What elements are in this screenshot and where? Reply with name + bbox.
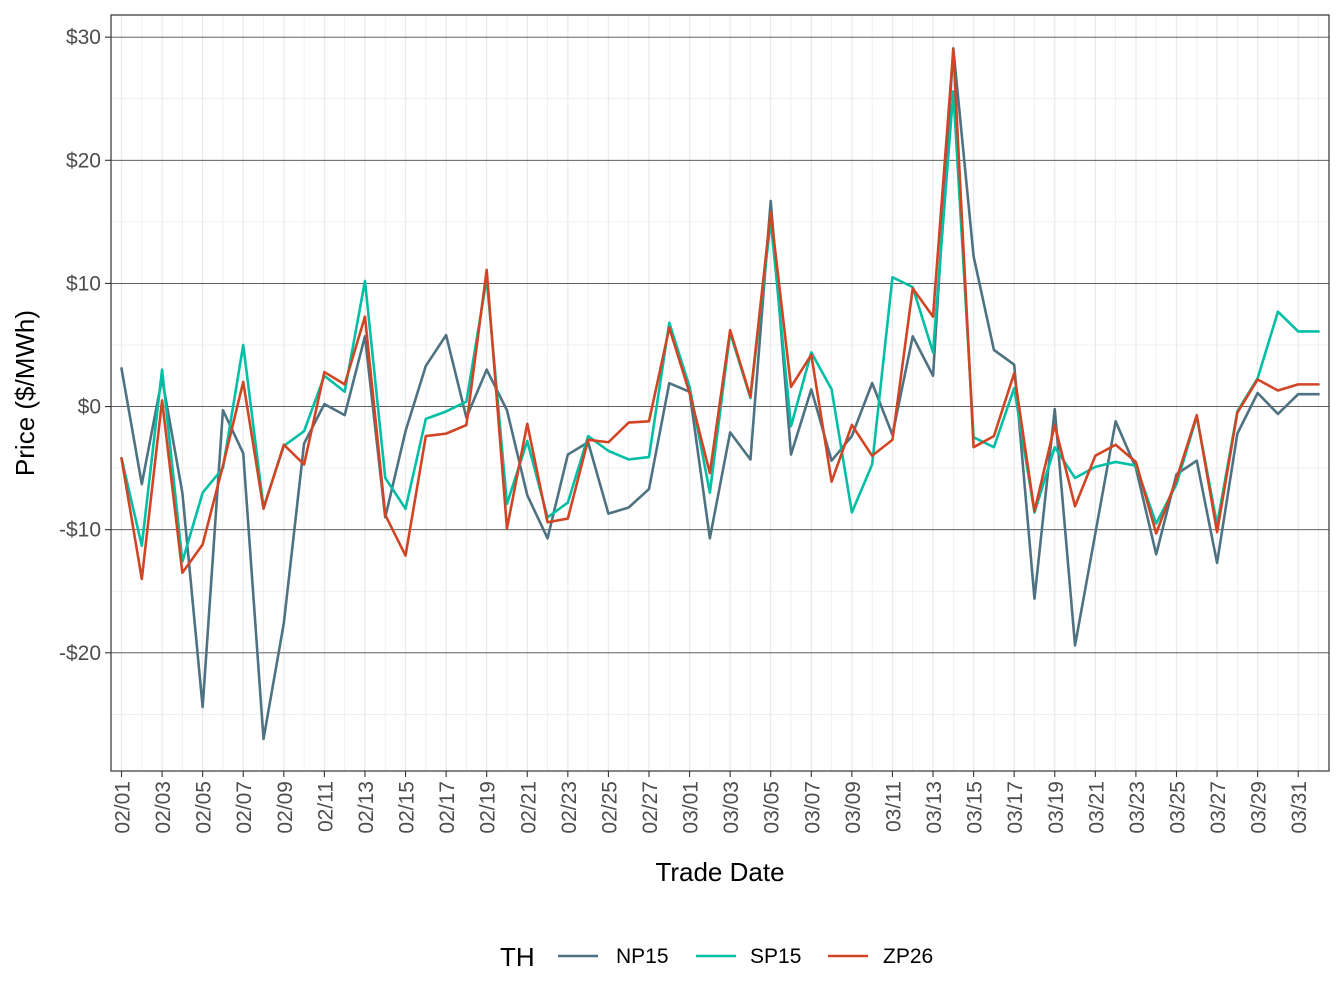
legend-title: TH [500,942,535,972]
x-tick-label: 02/23 [558,781,581,834]
x-tick-label: 03/05 [761,781,784,834]
legend-label-np15: NP15 [616,945,669,968]
y-tick-label: $0 [78,396,101,419]
x-tick-label: 03/01 [680,781,703,834]
x-tick-label: 02/09 [274,781,297,834]
x-tick-label: 03/11 [882,781,905,832]
grid-major [111,36,1329,654]
y-tick-label: $10 [66,272,101,295]
x-tick-label: 03/15 [964,781,987,834]
y-axis: $30 $20 $10 $0 -$10 -$20 [59,26,111,665]
x-tick-label: 02/11 [314,781,337,832]
y-tick-label: -$10 [59,519,101,542]
x-tick-label: 02/17 [436,781,459,834]
series-lines [120,46,1320,741]
x-tick-label: 03/19 [1045,781,1068,834]
plot-border [110,14,1330,772]
x-tick-label: 03/07 [801,781,824,834]
x-tick-label: 02/27 [639,781,662,834]
x-tick-label: 02/03 [152,781,175,834]
x-tick-label: 03/31 [1288,781,1311,834]
legend-label-zp26: ZP26 [883,945,933,968]
y-axis-title: Price ($/MWh) [10,310,40,476]
x-tick-label: 03/29 [1248,781,1271,834]
x-tick-label: 03/09 [842,781,865,834]
x-tick-label: 02/05 [193,781,216,834]
x-axis-title: Trade Date [655,857,784,887]
legend: TH NP15 SP15 ZP26 [500,942,933,972]
x-tick-label: 03/23 [1126,781,1149,834]
x-tick-label: 02/15 [396,781,419,834]
y-tick-label: $30 [66,26,101,49]
x-tick-label: 02/19 [477,781,500,834]
x-tick-label: 02/01 [112,781,135,834]
plot-panel [110,14,1330,772]
x-tick-label: 03/25 [1166,781,1189,834]
x-tick-label: 03/21 [1085,781,1108,834]
series-line-np15 [120,46,1320,741]
series-line-zp26 [120,48,1320,581]
x-tick-label: 02/13 [355,781,378,834]
x-tick-label: 02/07 [233,781,256,834]
legend-label-sp15: SP15 [750,945,801,968]
x-tick-label: 03/17 [1004,781,1027,834]
x-tick-label: 02/21 [517,781,540,834]
x-tick-label: 02/25 [598,781,621,834]
y-tick-label: $20 [66,149,101,172]
x-tick-label: 03/13 [923,781,946,834]
y-tick-label: -$20 [59,642,101,665]
x-tick-label: 03/27 [1207,781,1230,834]
x-tick-label: 03/03 [720,781,743,834]
x-axis: 02/01 02/03 02/05 02/07 02/09 02/11 02/13 02/15… [112,771,1311,834]
